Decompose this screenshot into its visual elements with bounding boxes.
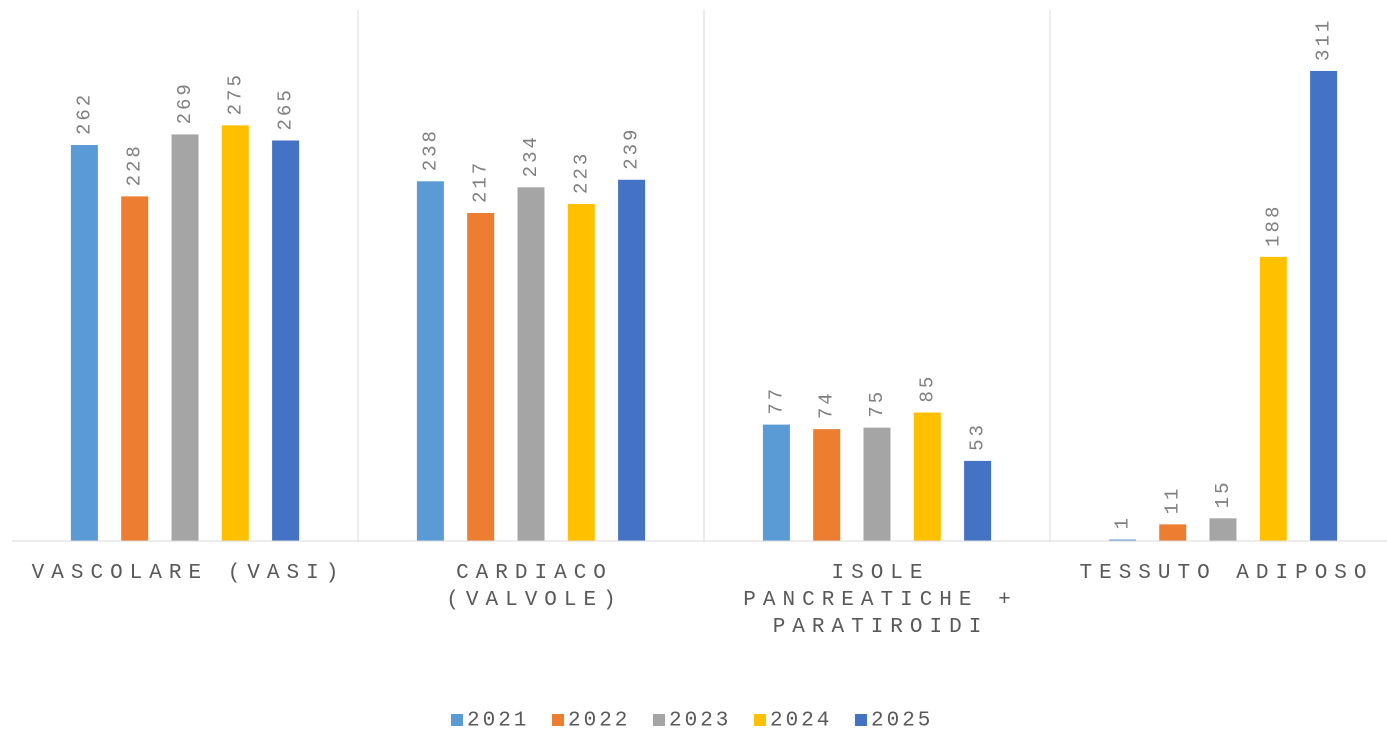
data-label: 234 [520,134,542,177]
data-label: 223 [570,151,592,194]
bar [121,196,149,541]
bar [171,134,199,541]
data-label: 239 [621,127,643,170]
bar [272,140,300,541]
data-label: 262 [73,92,95,135]
bar [863,427,891,541]
bar [517,187,545,541]
category-label: VASCOLARE (VASI) [31,562,346,585]
category-label: CARDIACO (VALVOLE) [446,562,623,612]
bar [467,213,495,541]
legend-label: 2024 [770,710,832,732]
data-label: 269 [174,81,196,124]
bar [813,429,841,541]
category-label: ISOLE PANCREATICHE + PARATIROIDI [743,562,1018,639]
bar [762,424,790,541]
data-label: 311 [1313,18,1335,61]
legend-swatch [552,714,564,726]
bar [1259,256,1287,541]
data-label: 53 [967,422,989,451]
data-label: 228 [124,143,146,186]
bar [221,125,249,541]
legend-swatch [754,714,766,726]
data-label: 15 [1212,480,1234,509]
legend-swatch [855,714,867,726]
legend-label: 2023 [669,710,731,732]
legend-label: 2022 [568,710,630,732]
category-label: TESSUTO ADIPOSO [1079,562,1374,585]
bar [1310,70,1338,542]
data-label: 74 [816,390,838,419]
data-label: 85 [916,374,938,403]
data-label: 1 [1111,515,1133,529]
legend-label: 2025 [871,710,933,732]
legend-swatch [451,714,463,726]
legend-swatch [653,714,665,726]
bar [913,412,941,541]
data-label: 11 [1162,486,1184,515]
bar [964,460,992,541]
bar [567,203,595,542]
data-label: 238 [419,128,441,171]
bar [618,179,646,542]
legend-label: 2021 [467,710,529,732]
bar [70,145,98,541]
bar [1159,524,1187,541]
data-label: 188 [1262,204,1284,247]
bar [1108,539,1136,541]
bar [416,181,444,541]
data-label: 265 [275,87,297,130]
data-label: 77 [765,386,787,415]
data-label: 217 [470,160,492,203]
data-label: 275 [224,72,246,115]
bar [1209,518,1237,541]
data-label: 75 [866,389,888,418]
